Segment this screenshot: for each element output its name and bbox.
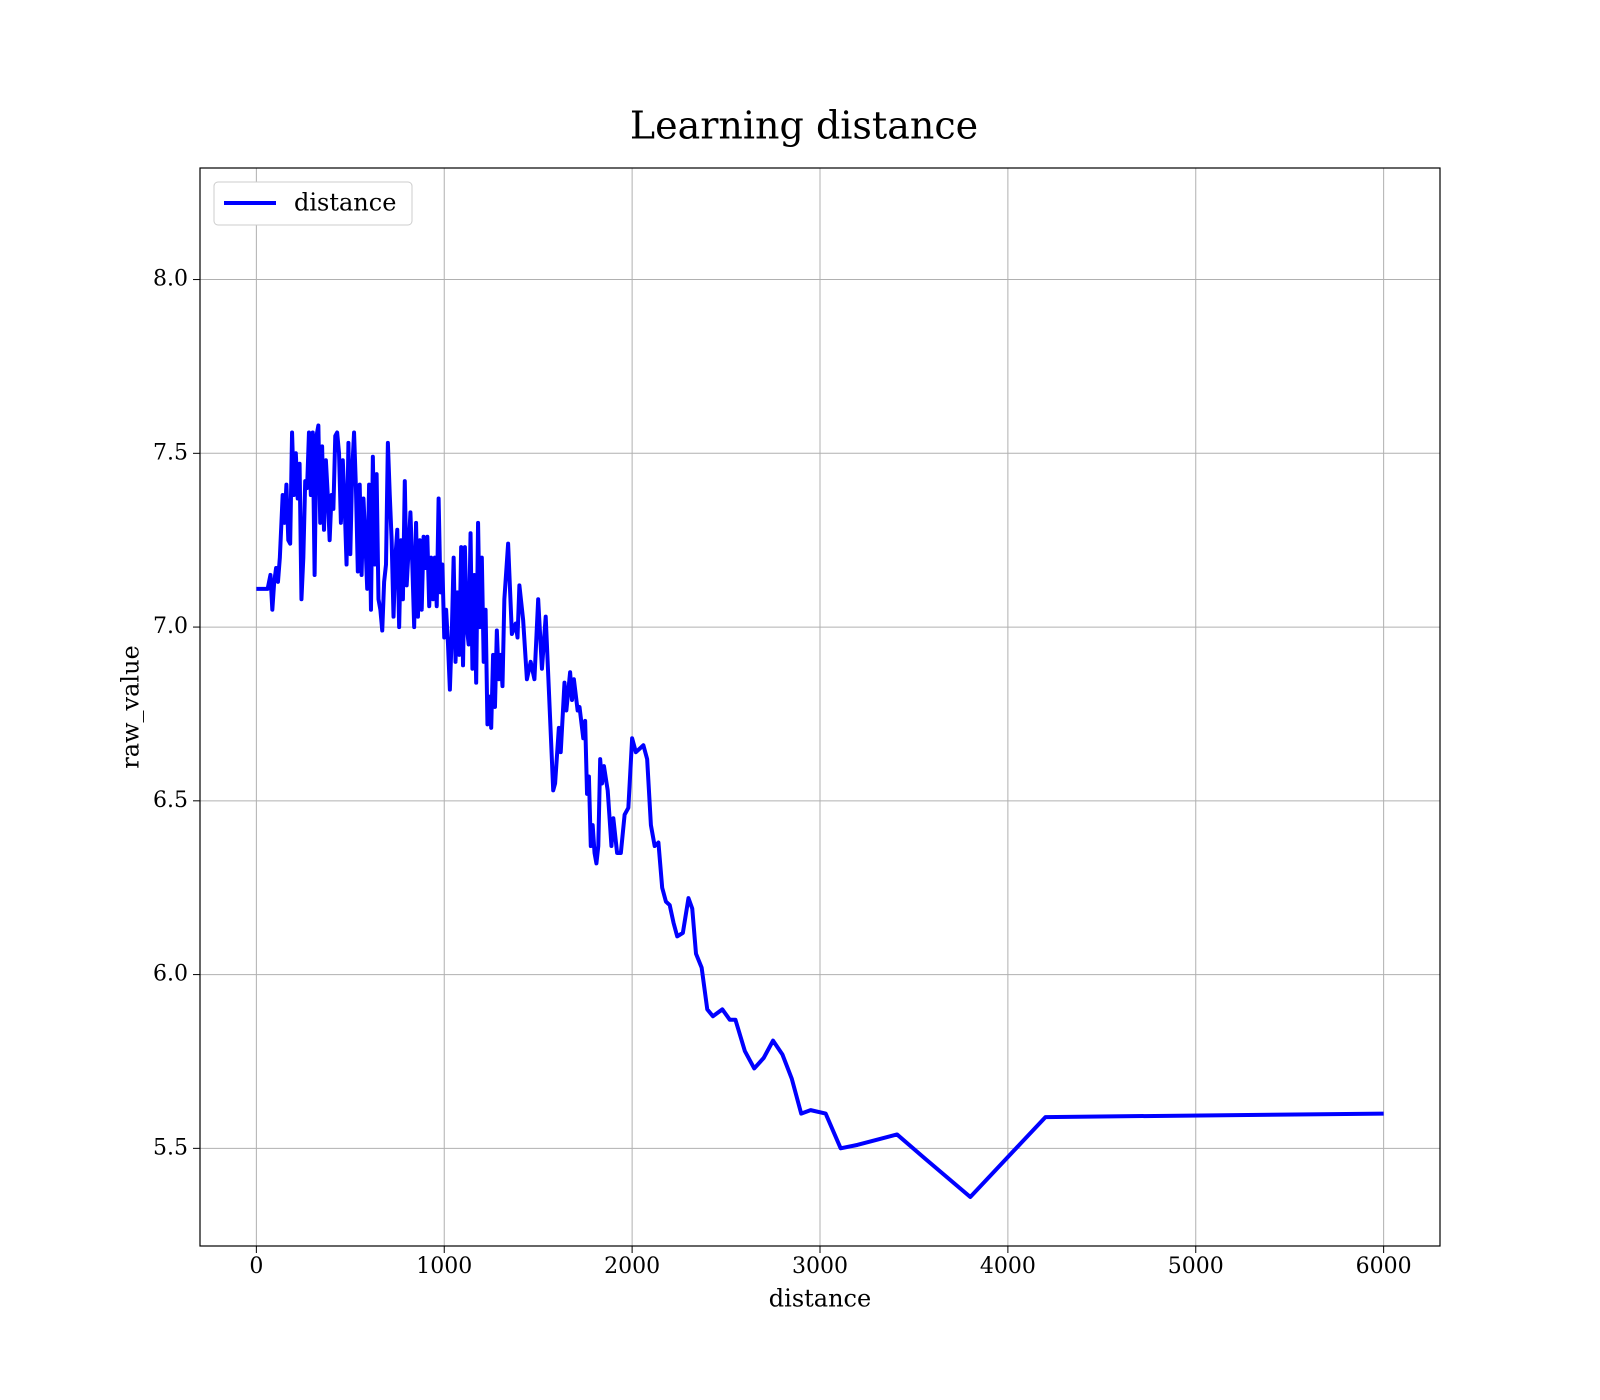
x-tick-label: 2000 <box>604 1254 660 1279</box>
x-tick-label: 0 <box>249 1254 263 1279</box>
x-axis-label: distance <box>769 1285 871 1313</box>
data-line <box>256 423 1384 1199</box>
plot-frame <box>199 167 1441 1247</box>
x-tick-label: 5000 <box>1168 1254 1224 1279</box>
y-axis-label: raw_value <box>117 645 145 769</box>
x-tick-label: 4000 <box>980 1254 1036 1279</box>
y-tick-label: 6.5 <box>153 788 188 813</box>
legend-box <box>213 181 413 226</box>
y-tick-label: 7.0 <box>153 614 188 639</box>
x-tick-label: 3000 <box>792 1254 848 1279</box>
y-tick-label: 6.0 <box>153 962 188 987</box>
x-tick-label: 1000 <box>416 1254 472 1279</box>
legend-label: distance <box>294 189 396 217</box>
chart-title: Learning distance <box>630 104 978 148</box>
y-tick-label: 5.5 <box>153 1135 188 1160</box>
y-tick-label: 8.0 <box>153 267 188 292</box>
y-tick-label: 7.5 <box>153 440 188 465</box>
x-tick-label: 6000 <box>1356 1254 1412 1279</box>
